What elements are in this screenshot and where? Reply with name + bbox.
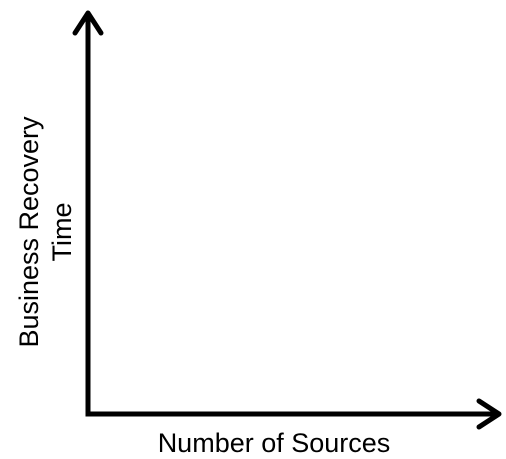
y-axis-label-line2: Time — [47, 203, 77, 262]
y-axis-arrow-icon — [72, 10, 104, 36]
x-axis-label: Number of Sources — [158, 428, 391, 458]
y-axis-label-line1: Business Recovery — [14, 116, 44, 348]
x-axis-arrow-icon — [476, 398, 502, 430]
